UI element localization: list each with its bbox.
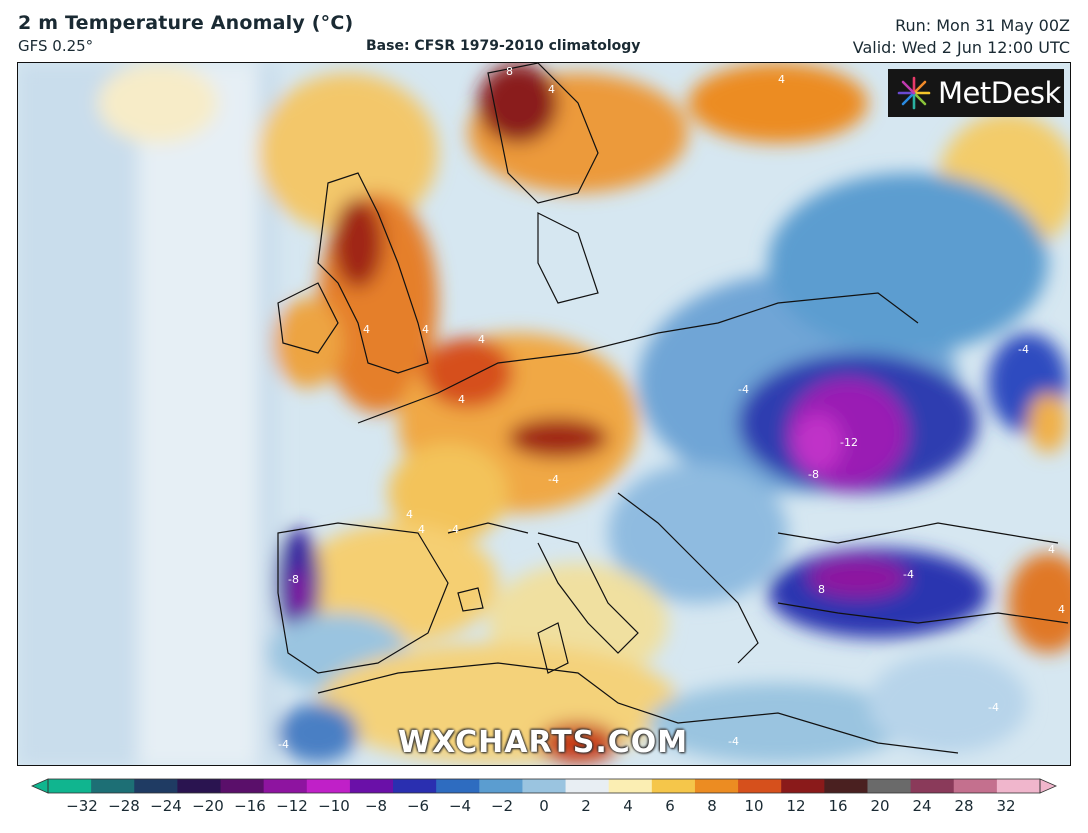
- colorbar-segment: [220, 779, 265, 793]
- colorbar: [31, 778, 1057, 794]
- contour-label: 4: [478, 333, 485, 346]
- colorbar-tick-label: −6: [406, 797, 430, 815]
- colorbar-segment: [996, 779, 1041, 793]
- contour-label: -4: [278, 738, 289, 751]
- colorbar-max-arrow: [1039, 778, 1057, 794]
- colorbar-segment: [48, 779, 92, 793]
- base-climatology-label: Base: CFSR 1979-2010 climatology: [366, 38, 641, 54]
- colorbar-tick-label: −16: [234, 797, 266, 815]
- starburst-icon: [897, 76, 931, 110]
- colorbar-tick-label: 28: [954, 797, 974, 815]
- logo-text: MetDesk: [938, 76, 1061, 110]
- contour-label: 4: [778, 73, 785, 86]
- chart-title: 2 m Temperature Anomaly (°C): [18, 12, 354, 34]
- contour-label: -12: [840, 436, 858, 449]
- contour-label: -4: [448, 523, 459, 536]
- valid-time-label: Valid: Wed 2 Jun 12:00 UTC: [852, 38, 1070, 57]
- contour-label: 8: [818, 583, 825, 596]
- colorbar-segment: [436, 779, 480, 793]
- colorbar-segment: [651, 779, 696, 793]
- colorbar-min-arrow: [31, 778, 49, 794]
- colorbar-tick-label: 2: [581, 797, 591, 815]
- colorbar-tick-label: 32: [996, 797, 1016, 815]
- colorbar-tick-label: −20: [192, 797, 224, 815]
- colorbar-segment: [953, 779, 998, 793]
- run-time-label: Run: Mon 31 May 00Z: [895, 16, 1070, 35]
- contour-labels: 844444444-4-4-4-4-8-8-128-44-4-4-444: [278, 65, 1065, 751]
- contour-label: 4: [418, 523, 425, 536]
- coastlines: [277, 63, 1069, 754]
- colorbar-tick-label: −10: [318, 797, 350, 815]
- colorbar-tick-label: 12: [786, 797, 806, 815]
- colorbar-tick-label: −8: [364, 797, 388, 815]
- colorbar-segment: [91, 779, 135, 793]
- anomaly-map: 844444444-4-4-4-4-8-8-128-44-4-4-444 Met…: [17, 62, 1071, 766]
- contour-label: -4: [903, 568, 914, 581]
- contour-label: 4: [406, 508, 413, 521]
- colorbar-segment: [522, 779, 567, 793]
- contour-label: -8: [808, 468, 819, 481]
- colorbar-segment: [738, 779, 782, 793]
- colorbar-segment: [349, 779, 394, 793]
- colorbar-tick-label: 4: [623, 797, 633, 815]
- metdesk-logo: MetDesk: [888, 69, 1064, 117]
- colorbar-tick-label: −28: [108, 797, 140, 815]
- colorbar-tick-label: 8: [707, 797, 717, 815]
- contour-label: -4: [988, 701, 999, 714]
- colorbar-segment: [263, 779, 308, 793]
- contour-label: -4: [1018, 343, 1029, 356]
- colorbar-tick-label: −32: [66, 797, 98, 815]
- colorbar-tick-label: 24: [912, 797, 932, 815]
- colorbar-tick-label: −24: [150, 797, 182, 815]
- colorbar-segment: [781, 779, 825, 793]
- colorbar-segment: [867, 779, 912, 793]
- contour-label: -8: [288, 573, 299, 586]
- colorbar-segment: [694, 779, 739, 793]
- contour-label: 4: [458, 393, 465, 406]
- map-canvas: 844444444-4-4-4-4-8-8-128-44-4-4-444: [18, 63, 1070, 765]
- colorbar-segment: [479, 779, 523, 793]
- colorbar-tick-label: −12: [276, 797, 308, 815]
- colorbar-segment: [565, 779, 610, 793]
- colorbar-tick-label: 6: [665, 797, 675, 815]
- colorbar-tick-label: 10: [744, 797, 764, 815]
- contour-label: -4: [548, 473, 559, 486]
- contour-label: 8: [506, 65, 513, 78]
- watermark: WXCHARTS.COM: [398, 725, 689, 760]
- colorbar-segment: [177, 779, 222, 793]
- contour-label: 4: [1048, 543, 1055, 556]
- colorbar-tick-label: −4: [448, 797, 472, 815]
- colorbar-tick-label: 16: [828, 797, 848, 815]
- contour-label: 4: [548, 83, 555, 96]
- colorbar-segment: [910, 779, 955, 793]
- colorbar-tick-label: 0: [539, 797, 549, 815]
- contour-label: -4: [738, 383, 749, 396]
- contour-label: 4: [422, 323, 429, 336]
- contour-label: 4: [363, 323, 370, 336]
- model-label: GFS 0.25°: [18, 37, 94, 55]
- anomaly-field: [18, 63, 1070, 765]
- contour-label: -4: [728, 735, 739, 748]
- colorbar-segment: [824, 779, 868, 793]
- colorbar-tick-label: 20: [870, 797, 890, 815]
- colorbar-segment: [608, 779, 653, 793]
- colorbar-segment: [306, 779, 351, 793]
- colorbar-tick-label: −2: [490, 797, 514, 815]
- colorbar-segment: [393, 779, 437, 793]
- colorbar-segment: [134, 779, 178, 793]
- contour-label: 4: [1058, 603, 1065, 616]
